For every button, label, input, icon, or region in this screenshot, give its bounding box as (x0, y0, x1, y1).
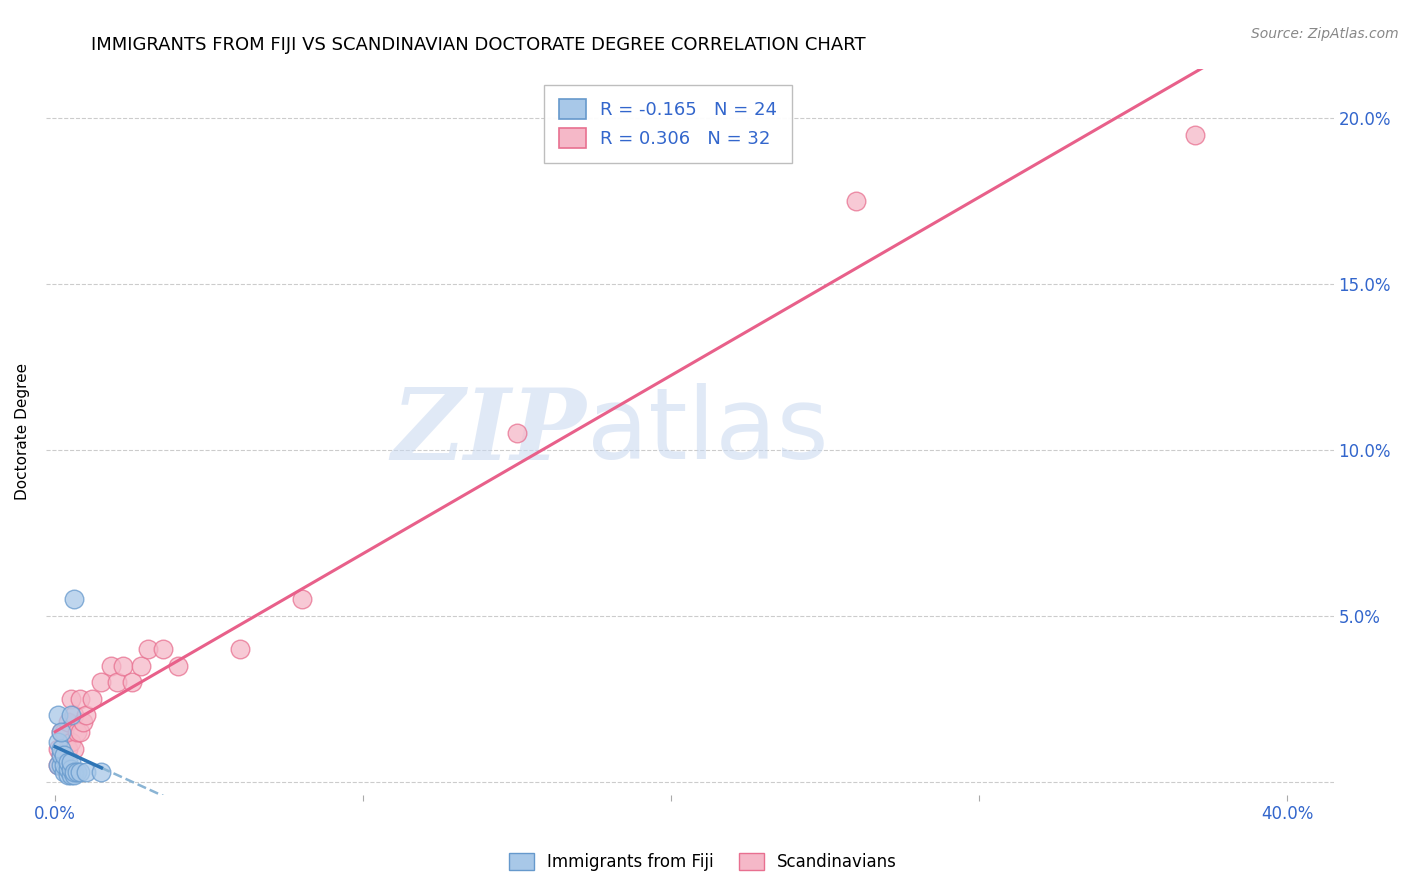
Point (845, 194, 868, 209)
Point (59, 762, 82, 776)
Point (90, 675, 112, 690)
Point (59, 708, 82, 723)
Point (75, 708, 97, 723)
Text: IMMIGRANTS FROM FIJI VS SCANDINAVIAN DOCTORATE DEGREE CORRELATION CHART: IMMIGRANTS FROM FIJI VS SCANDINAVIAN DOC… (91, 36, 866, 54)
Point (105, 675, 128, 690)
Point (51, 741, 73, 756)
Point (82, 691, 104, 706)
Point (229, 642, 252, 657)
Point (75, 764, 97, 779)
Point (90, 764, 112, 779)
Point (100, 658, 122, 673)
Point (136, 642, 159, 657)
Point (51, 748, 73, 763)
Point (56, 755, 79, 769)
Legend: Immigrants from Fiji, Scandinavians: Immigrants from Fiji, Scandinavians (501, 845, 905, 880)
Point (72, 715, 94, 730)
Point (167, 658, 190, 673)
Y-axis label: Doctorate Degree: Doctorate Degree (15, 363, 30, 500)
Point (66, 764, 89, 779)
Point (46, 758, 69, 772)
Point (121, 675, 143, 690)
Point (56, 741, 79, 756)
Point (59, 755, 82, 769)
Point (56, 762, 79, 776)
Point (152, 642, 174, 657)
Point (69, 725, 91, 739)
Point (59, 691, 82, 706)
Point (56, 715, 79, 730)
Point (59, 768, 82, 782)
Point (62, 592, 84, 607)
Point (66, 725, 89, 739)
Point (111, 658, 134, 673)
Point (53, 748, 76, 763)
Point (62, 768, 84, 782)
Point (59, 735, 82, 749)
Point (53, 748, 76, 763)
Point (506, 426, 529, 441)
Point (69, 764, 91, 779)
Point (46, 735, 69, 749)
Point (46, 758, 69, 772)
Point (291, 592, 314, 607)
Point (51, 725, 73, 739)
Point (62, 708, 84, 723)
Point (53, 758, 76, 772)
Point (51, 758, 73, 772)
Point (131, 658, 153, 673)
Text: atlas: atlas (586, 384, 828, 480)
Text: ZIP: ZIP (392, 384, 586, 480)
Point (56, 768, 79, 782)
Point (53, 764, 76, 779)
Point (51, 725, 73, 739)
Text: Source: ZipAtlas.com: Source: ZipAtlas.com (1251, 27, 1399, 41)
Point (53, 725, 76, 739)
Point (62, 741, 84, 756)
Point (46, 708, 69, 723)
Point (62, 764, 84, 779)
Point (51, 748, 73, 763)
Point (46, 741, 69, 756)
Point (1184, 128, 1206, 142)
Legend: R = -0.165   N = 24, R = 0.306   N = 32: R = -0.165 N = 24, R = 0.306 N = 32 (544, 85, 792, 162)
Point (69, 691, 91, 706)
